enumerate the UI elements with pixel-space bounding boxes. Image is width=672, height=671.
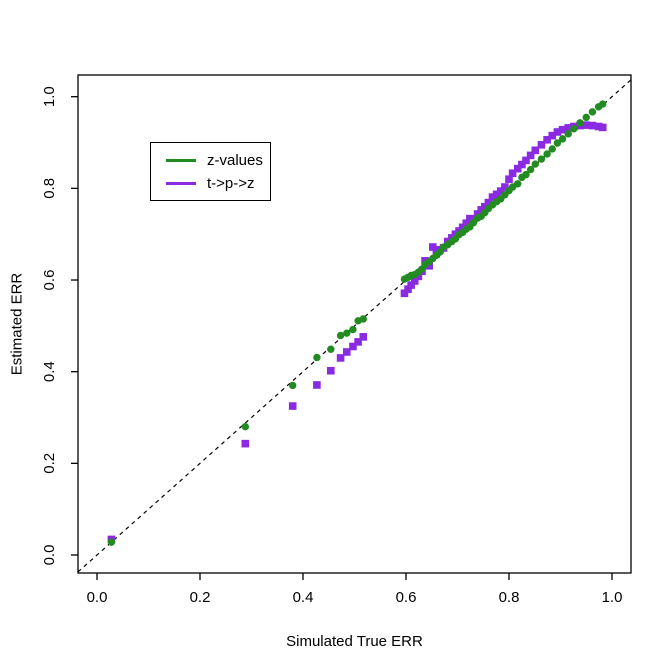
data-point-circle-z-values (313, 353, 321, 362)
legend-label: z-values (207, 151, 263, 169)
data-point-square-t-p-z (518, 160, 526, 169)
y-tick-label: 0.6 (41, 270, 58, 291)
legend-label: t->p->z (207, 174, 255, 192)
data-point-square-t-p-z (241, 439, 250, 448)
data-point-square-t-p-z (508, 169, 517, 178)
data-point-square-t-p-z (553, 128, 562, 136)
data-point-square-t-p-z (313, 381, 321, 389)
data-point-square-t-p-z (327, 366, 335, 375)
data-point-square-t-p-z (531, 146, 540, 155)
data-point-square-t-p-z (342, 348, 351, 356)
y-tick-label: 0.2 (41, 453, 58, 474)
data-point-square-t-p-z (480, 202, 489, 211)
data-point-circle-z-values (327, 345, 335, 353)
data-point-square-t-p-z (484, 198, 493, 207)
data-point-square-t-p-z (598, 123, 607, 132)
data-point-square-t-p-z (407, 281, 415, 289)
data-point-square-t-p-z (488, 193, 497, 201)
data-point-square-t-p-z (543, 135, 551, 144)
data-point-circle-z-values (531, 160, 539, 168)
data-point-circle-z-values (107, 538, 116, 546)
data-point-square-t-p-z (462, 219, 471, 227)
data-point-circle-z-values (537, 155, 546, 163)
y-tick-label: 0.8 (41, 178, 58, 199)
data-point-circle-z-values (514, 180, 522, 188)
data-point-circle-z-values (564, 130, 572, 138)
data-point-circle-z-values (522, 170, 530, 179)
data-point-circle-z-values (582, 113, 590, 122)
purple-line-swatch-icon (166, 181, 196, 185)
data-point-square-t-p-z (594, 122, 603, 131)
data-point-circle-z-values (588, 108, 597, 116)
green-line-swatch-icon (166, 158, 196, 162)
y-tick-label: 0.4 (41, 361, 58, 382)
y-tick-label: 1.0 (41, 86, 58, 107)
y-axis-title: Estimated ERR (8, 272, 26, 376)
data-point-circle-z-values (359, 315, 367, 323)
data-point-square-t-p-z (582, 121, 591, 129)
x-tick-label: 0.6 (396, 589, 417, 606)
data-point-circle-z-values (343, 329, 351, 337)
data-point-square-t-p-z (354, 338, 362, 346)
data-point-square-t-p-z (537, 141, 546, 149)
data-point-circle-z-values (289, 381, 297, 390)
data-point-circle-z-values (576, 119, 584, 127)
data-point-square-t-p-z (473, 210, 482, 218)
x-axis-title: Simulated True ERR (286, 633, 423, 650)
data-point-square-t-p-z (496, 187, 505, 195)
data-point-circle-z-values (599, 100, 607, 108)
data-point-square-t-p-z (548, 131, 557, 140)
data-point-square-t-p-z (410, 277, 419, 285)
data-point-square-t-p-z (492, 190, 501, 199)
data-point-circle-z-values (336, 331, 345, 340)
y-tick-label: 0.0 (41, 545, 58, 566)
data-point-square-t-p-z (522, 156, 530, 165)
data-point-circle-z-values (570, 125, 578, 133)
legend-box: z-values t->p->z (150, 142, 271, 201)
legend-item-z-values: z-values (151, 151, 270, 170)
data-point-square-t-p-z (501, 183, 509, 191)
data-point-square-t-p-z (336, 354, 345, 362)
data-point-square-t-p-z (588, 121, 597, 130)
data-point-square-t-p-z (404, 285, 412, 293)
data-point-circle-z-values (553, 139, 562, 147)
data-point-square-t-p-z (526, 151, 535, 160)
data-point-circle-z-values (558, 135, 567, 143)
x-tick-label: 1.0 (602, 589, 623, 606)
data-point-square-t-p-z (505, 175, 513, 183)
x-tick-label: 0.0 (87, 589, 108, 606)
data-point-square-t-p-z (428, 243, 437, 251)
data-point-square-t-p-z (458, 223, 467, 232)
data-point-circle-z-values (241, 422, 250, 431)
data-point-square-t-p-z (564, 124, 573, 132)
data-point-square-t-p-z (513, 164, 522, 173)
data-point-square-t-p-z (349, 342, 357, 351)
data-point-square-t-p-z (359, 333, 368, 341)
x-tick-label: 0.2 (190, 589, 211, 606)
data-point-square-t-p-z (400, 289, 409, 298)
legend-item-t-p-z: t->p->z (151, 174, 270, 193)
data-point-circle-z-values (526, 165, 535, 174)
identity-reference-line (77, 79, 632, 573)
data-point-square-t-p-z (425, 262, 433, 270)
data-point-square-t-p-z (558, 125, 567, 134)
data-point-square-t-p-z (288, 402, 297, 410)
plot-frame (77, 74, 632, 574)
x-tick-label: 0.8 (499, 589, 520, 606)
data-point-square-t-p-z (414, 272, 423, 281)
data-point-circle-z-values (349, 325, 357, 334)
data-point-circle-z-values (548, 145, 556, 153)
data-point-circle-z-values (543, 150, 551, 158)
x-tick-label: 0.4 (293, 589, 314, 606)
